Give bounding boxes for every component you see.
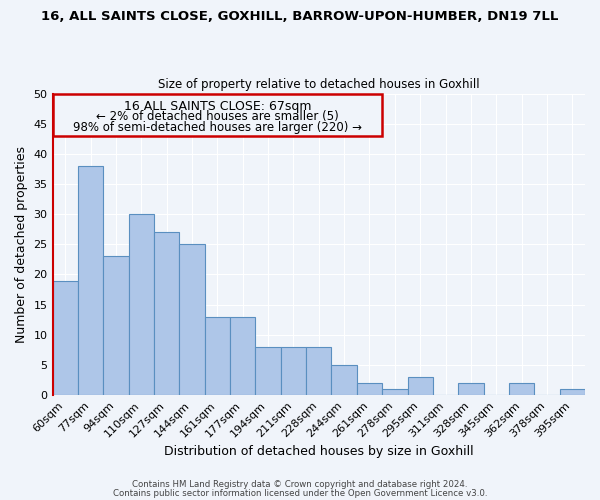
Bar [306,347,331,395]
Text: ← 2% of detached houses are smaller (5): ← 2% of detached houses are smaller (5) [96,110,339,124]
Bar [128,214,154,395]
Text: 16 ALL SAINTS CLOSE: 67sqm: 16 ALL SAINTS CLOSE: 67sqm [124,100,311,112]
Bar [560,389,585,395]
Bar [256,347,281,395]
Bar [357,383,382,395]
Bar [103,256,128,395]
Bar [78,166,103,395]
Text: 98% of semi-detached houses are larger (220) →: 98% of semi-detached houses are larger (… [73,122,362,134]
X-axis label: Distribution of detached houses by size in Goxhill: Distribution of detached houses by size … [164,444,473,458]
Text: Contains HM Land Registry data © Crown copyright and database right 2024.: Contains HM Land Registry data © Crown c… [132,480,468,489]
Y-axis label: Number of detached properties: Number of detached properties [15,146,28,343]
Bar [179,244,205,395]
Bar [281,347,306,395]
Text: Contains public sector information licensed under the Open Government Licence v3: Contains public sector information licen… [113,490,487,498]
Bar [382,389,407,395]
Bar [230,316,256,395]
Bar [509,383,534,395]
Bar [53,94,382,136]
Bar [458,383,484,395]
Bar [331,365,357,395]
Bar [53,280,78,395]
Bar [407,377,433,395]
Title: Size of property relative to detached houses in Goxhill: Size of property relative to detached ho… [158,78,479,91]
Bar [205,316,230,395]
Bar [154,232,179,395]
Text: 16, ALL SAINTS CLOSE, GOXHILL, BARROW-UPON-HUMBER, DN19 7LL: 16, ALL SAINTS CLOSE, GOXHILL, BARROW-UP… [41,10,559,23]
